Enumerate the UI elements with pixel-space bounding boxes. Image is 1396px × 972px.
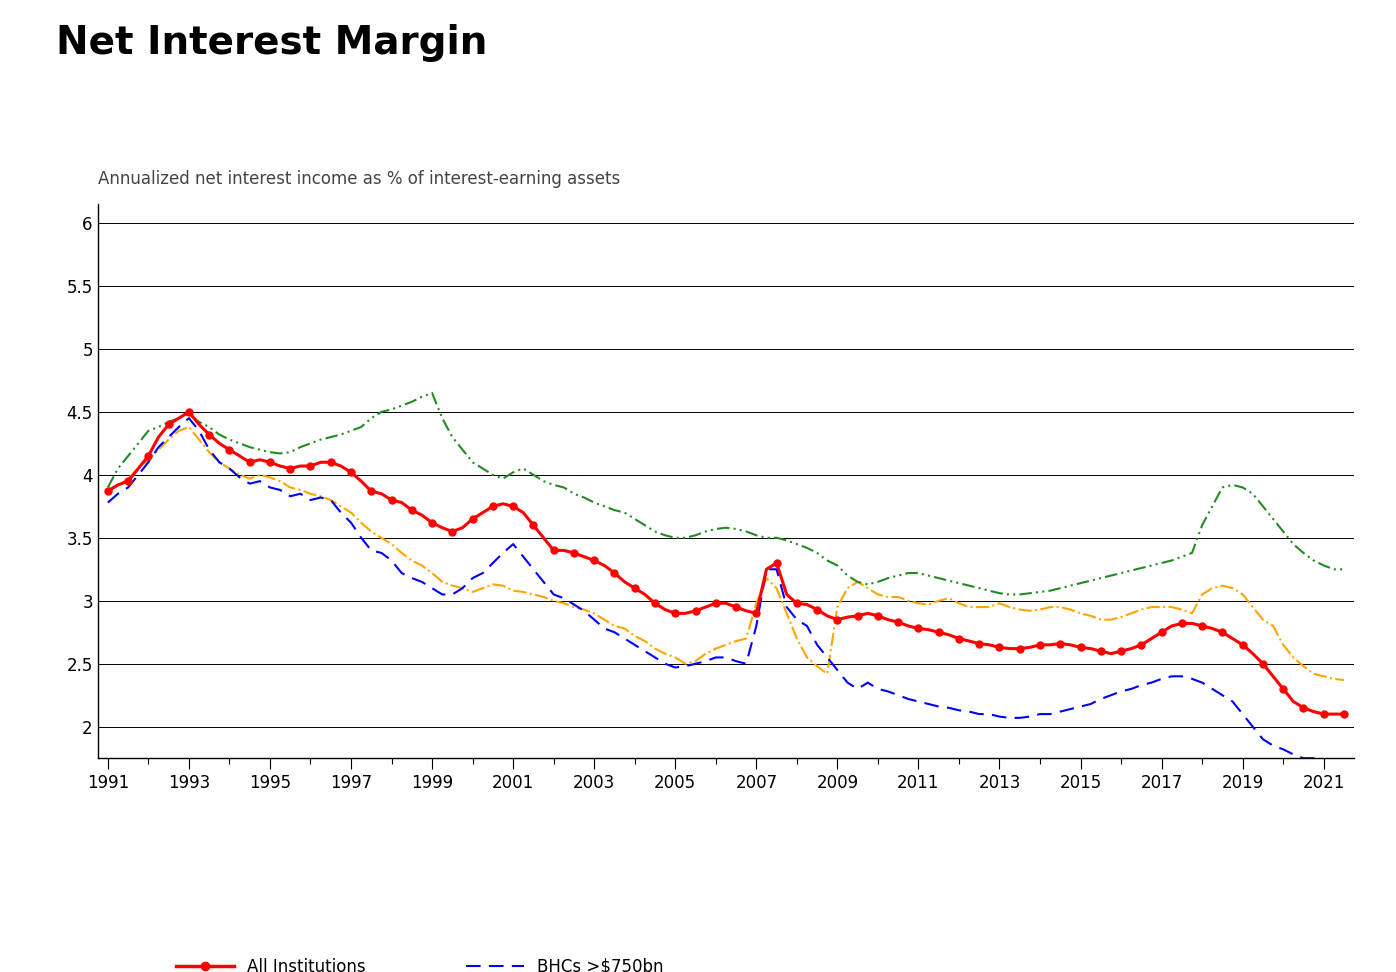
Text: Annualized net interest income as % of interest-earning assets: Annualized net interest income as % of i… [98, 170, 620, 189]
Text: Net Interest Margin: Net Interest Margin [56, 24, 487, 62]
